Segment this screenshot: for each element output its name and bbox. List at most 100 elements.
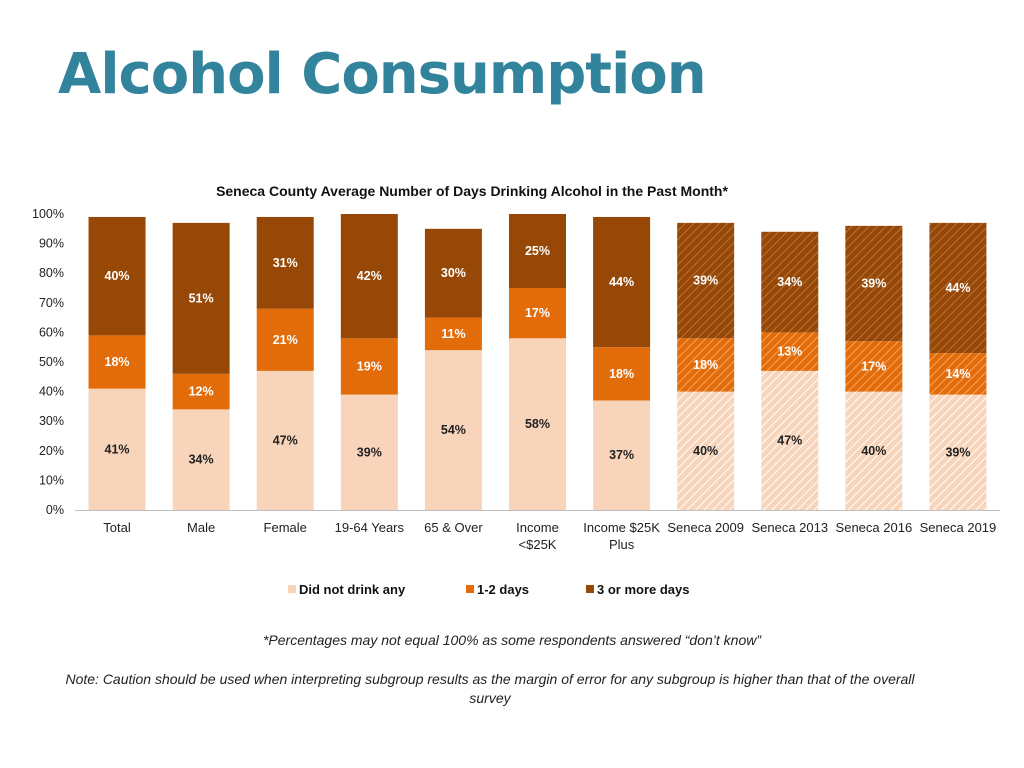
bar-segment bbox=[929, 353, 987, 395]
bar-segment bbox=[88, 388, 146, 510]
bar-segment bbox=[172, 409, 230, 510]
x-tick-label: Income $25K Plus bbox=[583, 520, 660, 552]
legend-swatch bbox=[466, 585, 474, 593]
y-tick-label: 80% bbox=[39, 266, 64, 280]
bar-segment bbox=[88, 335, 146, 389]
data-label: 34% bbox=[777, 275, 802, 289]
legend-swatch bbox=[288, 585, 296, 593]
bar-segment bbox=[677, 338, 735, 392]
y-tick-label: 0% bbox=[46, 503, 64, 517]
bar-segment bbox=[929, 222, 987, 354]
x-tick-label: 19-64 Years bbox=[335, 520, 405, 535]
data-label: 39% bbox=[861, 277, 886, 291]
bar-segment bbox=[172, 222, 230, 374]
bar-segment bbox=[677, 391, 735, 510]
bar-segment bbox=[424, 350, 482, 510]
x-tick-label: Income <$25K bbox=[516, 520, 559, 552]
data-label: 13% bbox=[777, 345, 802, 359]
data-label: 19% bbox=[357, 359, 382, 373]
data-label: 40% bbox=[861, 444, 886, 458]
chart-title: Seneca County Average Number of Days Dri… bbox=[216, 183, 728, 199]
bar-segment bbox=[256, 216, 314, 309]
bar-segment bbox=[593, 347, 651, 401]
data-label: 54% bbox=[441, 423, 466, 437]
bar-segment bbox=[509, 338, 566, 510]
data-label: 17% bbox=[861, 359, 886, 373]
data-label: 21% bbox=[273, 333, 298, 347]
y-tick-label: 60% bbox=[39, 325, 64, 339]
bar-segment bbox=[340, 214, 398, 339]
y-tick-label: 100% bbox=[32, 207, 64, 221]
x-tick-label: Seneca 2019 bbox=[920, 520, 997, 535]
data-label: 39% bbox=[945, 445, 970, 459]
y-tick-label: 90% bbox=[39, 237, 64, 251]
data-label: 30% bbox=[441, 266, 466, 280]
data-label: 47% bbox=[777, 433, 802, 447]
x-tick-label: 65 & Over bbox=[424, 520, 483, 535]
bar-segment bbox=[845, 341, 903, 392]
data-label: 18% bbox=[693, 358, 718, 372]
data-label: 39% bbox=[693, 274, 718, 288]
data-label: 47% bbox=[273, 433, 298, 447]
footnote: *Percentages may not equal 100% as some … bbox=[262, 632, 762, 648]
bar-segment bbox=[509, 288, 566, 339]
data-label: 42% bbox=[357, 269, 382, 283]
x-tick-label: Total bbox=[103, 520, 131, 535]
x-tick-label: Seneca 2013 bbox=[751, 520, 828, 535]
y-tick-label: 40% bbox=[39, 385, 64, 399]
data-label: 51% bbox=[189, 291, 214, 305]
bar-segment bbox=[256, 370, 314, 510]
x-tick-label: Seneca 2009 bbox=[667, 520, 744, 535]
y-tick-label: 20% bbox=[39, 444, 64, 458]
bar-segment bbox=[256, 308, 314, 371]
bar-segment bbox=[761, 370, 819, 510]
bar-segment bbox=[845, 225, 903, 342]
data-label: 12% bbox=[189, 385, 214, 399]
data-label: 58% bbox=[525, 417, 550, 431]
y-tick-label: 70% bbox=[39, 296, 64, 310]
data-label: 44% bbox=[945, 281, 970, 295]
data-label: 18% bbox=[609, 367, 634, 381]
bar-segment bbox=[88, 216, 146, 336]
bar-segment bbox=[509, 214, 566, 288]
y-tick-label: 30% bbox=[39, 414, 64, 428]
bar-segment bbox=[761, 332, 819, 371]
y-axis: 0% 10% 20% 30% 40% 50% 60% 70% 80% 90% 100% bbox=[32, 207, 1000, 517]
data-label: 25% bbox=[525, 244, 550, 258]
data-label: 11% bbox=[441, 327, 465, 341]
x-axis: Total Male Female 19-64 Years 65 & Over Incom… bbox=[103, 520, 996, 552]
data-label: 34% bbox=[189, 453, 214, 467]
data-label: 39% bbox=[357, 445, 382, 459]
data-label: 37% bbox=[609, 448, 634, 462]
x-tick-label: Female bbox=[264, 520, 307, 535]
bar-segment bbox=[593, 400, 651, 510]
bar-segment bbox=[593, 216, 651, 348]
bar-segment bbox=[172, 373, 230, 410]
data-label: 40% bbox=[105, 269, 130, 283]
bar-segment bbox=[677, 222, 735, 339]
data-label: 17% bbox=[525, 306, 550, 320]
bar-segment bbox=[340, 394, 398, 510]
data-label: 40% bbox=[693, 444, 718, 458]
y-tick-label: 10% bbox=[39, 473, 64, 487]
legend-label: 1-2 days bbox=[477, 582, 529, 597]
data-label: 18% bbox=[105, 355, 130, 369]
bars: 41% 18% 40% 34% 12% 51% 47% 21% 31% 39% 19% 42% 54% 1… bbox=[88, 214, 987, 510]
legend: Did not drink any 1-2 days 3 or more days bbox=[288, 582, 690, 597]
bar-segment bbox=[424, 228, 482, 318]
data-label: 44% bbox=[609, 275, 634, 289]
legend-label: 3 or more days bbox=[597, 582, 690, 597]
y-tick-label: 50% bbox=[39, 355, 64, 369]
data-label: 31% bbox=[273, 256, 298, 270]
bar-segment bbox=[340, 338, 398, 395]
data-label: 41% bbox=[105, 442, 130, 456]
x-tick-label: Seneca 2016 bbox=[836, 520, 913, 535]
x-tick-label: Male bbox=[187, 520, 215, 535]
bar-segment bbox=[929, 394, 987, 510]
bar-segment bbox=[845, 391, 903, 510]
page-title: Alcohol Consumption bbox=[58, 42, 707, 107]
legend-swatch bbox=[586, 585, 594, 593]
bar-segment bbox=[761, 231, 819, 333]
legend-label: Did not drink any bbox=[299, 582, 406, 597]
